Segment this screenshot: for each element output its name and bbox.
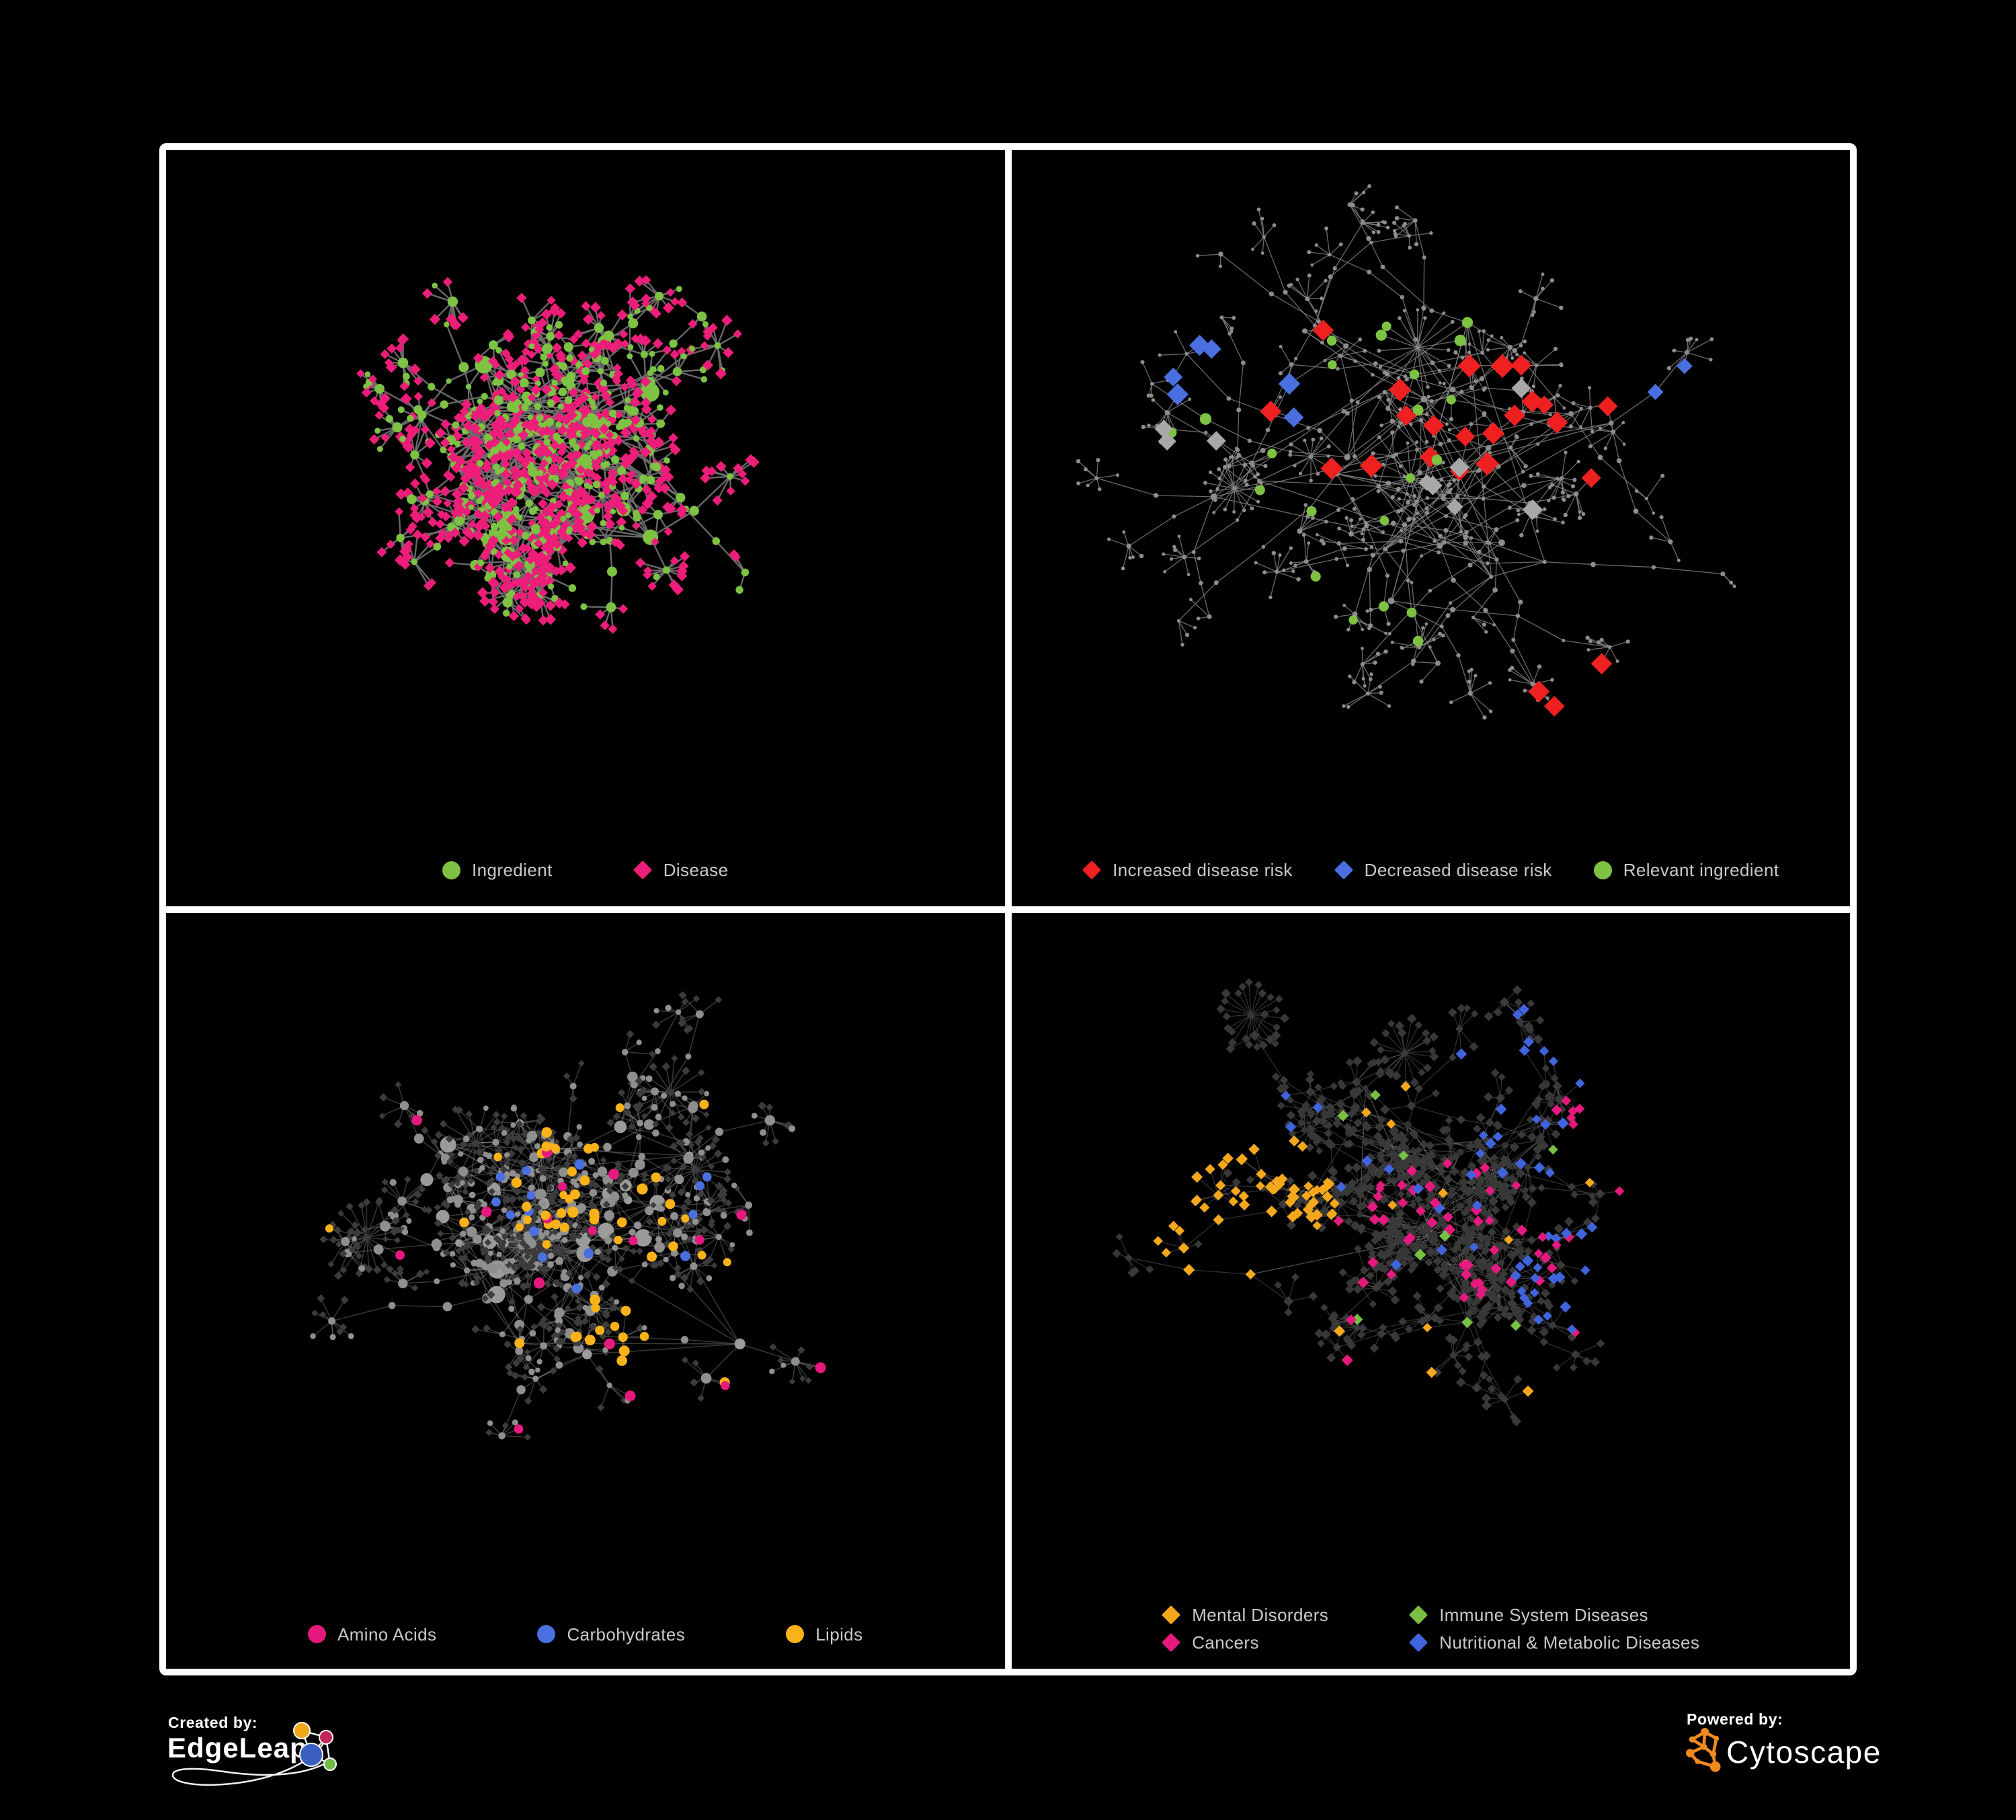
legend-label: Lipids	[815, 1624, 863, 1645]
edgeleap-network-icon	[293, 1722, 337, 1771]
panel-disease-risk: Increased disease risk Decreased disease …	[1011, 150, 1851, 906]
legend-item: Nutritional & Metabolic Diseases	[1409, 1632, 1700, 1653]
created-by-label: Created by:	[168, 1714, 258, 1731]
legend-label: Amino Acids	[337, 1624, 437, 1645]
edgeleap-swoosh-icon	[171, 1737, 334, 1786]
legend-label: Ingredient	[472, 860, 553, 880]
cytoscape-network-icon	[1686, 1728, 1721, 1772]
disease-risk-legend: Increased disease risk Decreased disease …	[1012, 860, 1851, 880]
legend-label: Immune System Diseases	[1439, 1605, 1648, 1625]
diamond-icon	[1162, 1632, 1181, 1653]
diamond-icon	[1409, 1605, 1428, 1625]
panel-nutrients: Amino Acids Carbohydrates Lipids	[166, 912, 1005, 1669]
diamond-icon	[1082, 860, 1102, 880]
powered-by-label: Powered by:	[1687, 1710, 1783, 1728]
panel-grid: Ingredient Disease Increased disease risk…	[159, 143, 1857, 1675]
legend-label: Decreased disease risk	[1364, 860, 1552, 880]
nutrients-network	[310, 990, 826, 1441]
cytoscape-brand-text: Cytoscape	[1726, 1735, 1882, 1770]
legend-label: Relevant ingredient	[1623, 860, 1779, 880]
legend-item: Amino Acids	[307, 1624, 437, 1645]
edgeleap-logo: EdgeLeap	[167, 1722, 337, 1786]
ingredient-disease-legend: Ingredient Disease	[166, 860, 1005, 880]
legend-label: Increased disease risk	[1113, 860, 1293, 880]
legend-item: Immune System Diseases	[1409, 1605, 1648, 1625]
nutrients-legend: Amino Acids Carbohydrates Lipids	[166, 1625, 1005, 1643]
edgeleap-brand-text: EdgeLeap	[167, 1732, 308, 1764]
legend-label: Nutritional & Metabolic Diseases	[1439, 1632, 1700, 1653]
legend-label: Disease	[663, 860, 729, 880]
legend-label: Mental Disorders	[1192, 1605, 1329, 1625]
diamond-icon	[1334, 860, 1353, 880]
legend-item: Increased disease risk	[1082, 860, 1293, 880]
legend-item: Mental Disorders	[1162, 1605, 1329, 1625]
disease-risk-network	[1076, 184, 1736, 720]
cytoscape-logo: Cytoscape	[1686, 1728, 1882, 1772]
legend-item: Relevant ingredient	[1593, 860, 1779, 880]
diamond-icon	[1409, 1632, 1428, 1653]
ingredient-disease-network	[356, 275, 760, 634]
circle-icon	[307, 1625, 326, 1643]
disease-categories-legend: Mental Disorders Immune System Diseases Ca…	[1012, 1605, 1851, 1653]
legend-item: Carbohydrates	[537, 1625, 685, 1643]
legend-label: Cancers	[1192, 1632, 1259, 1653]
panel-ingredient-disease: Ingredient Disease	[166, 150, 1005, 906]
circle-icon	[442, 861, 461, 879]
legend-item: Ingredient	[442, 861, 553, 879]
legend-label: Carbohydrates	[567, 1624, 686, 1645]
panel-disease-categories: Mental Disorders Immune System Diseases Ca…	[1011, 912, 1851, 1669]
circle-icon	[1593, 861, 1612, 879]
circle-icon	[537, 1625, 556, 1643]
diamond-icon	[633, 860, 652, 880]
legend-item: Disease	[633, 860, 729, 880]
legend-item: Lipids	[786, 1625, 862, 1643]
circle-icon	[786, 1625, 805, 1643]
disease-categories-network	[1112, 978, 1624, 1426]
legend-item: Cancers	[1162, 1632, 1259, 1653]
diamond-icon	[1162, 1605, 1181, 1625]
legend-item: Decreased disease risk	[1334, 860, 1552, 880]
